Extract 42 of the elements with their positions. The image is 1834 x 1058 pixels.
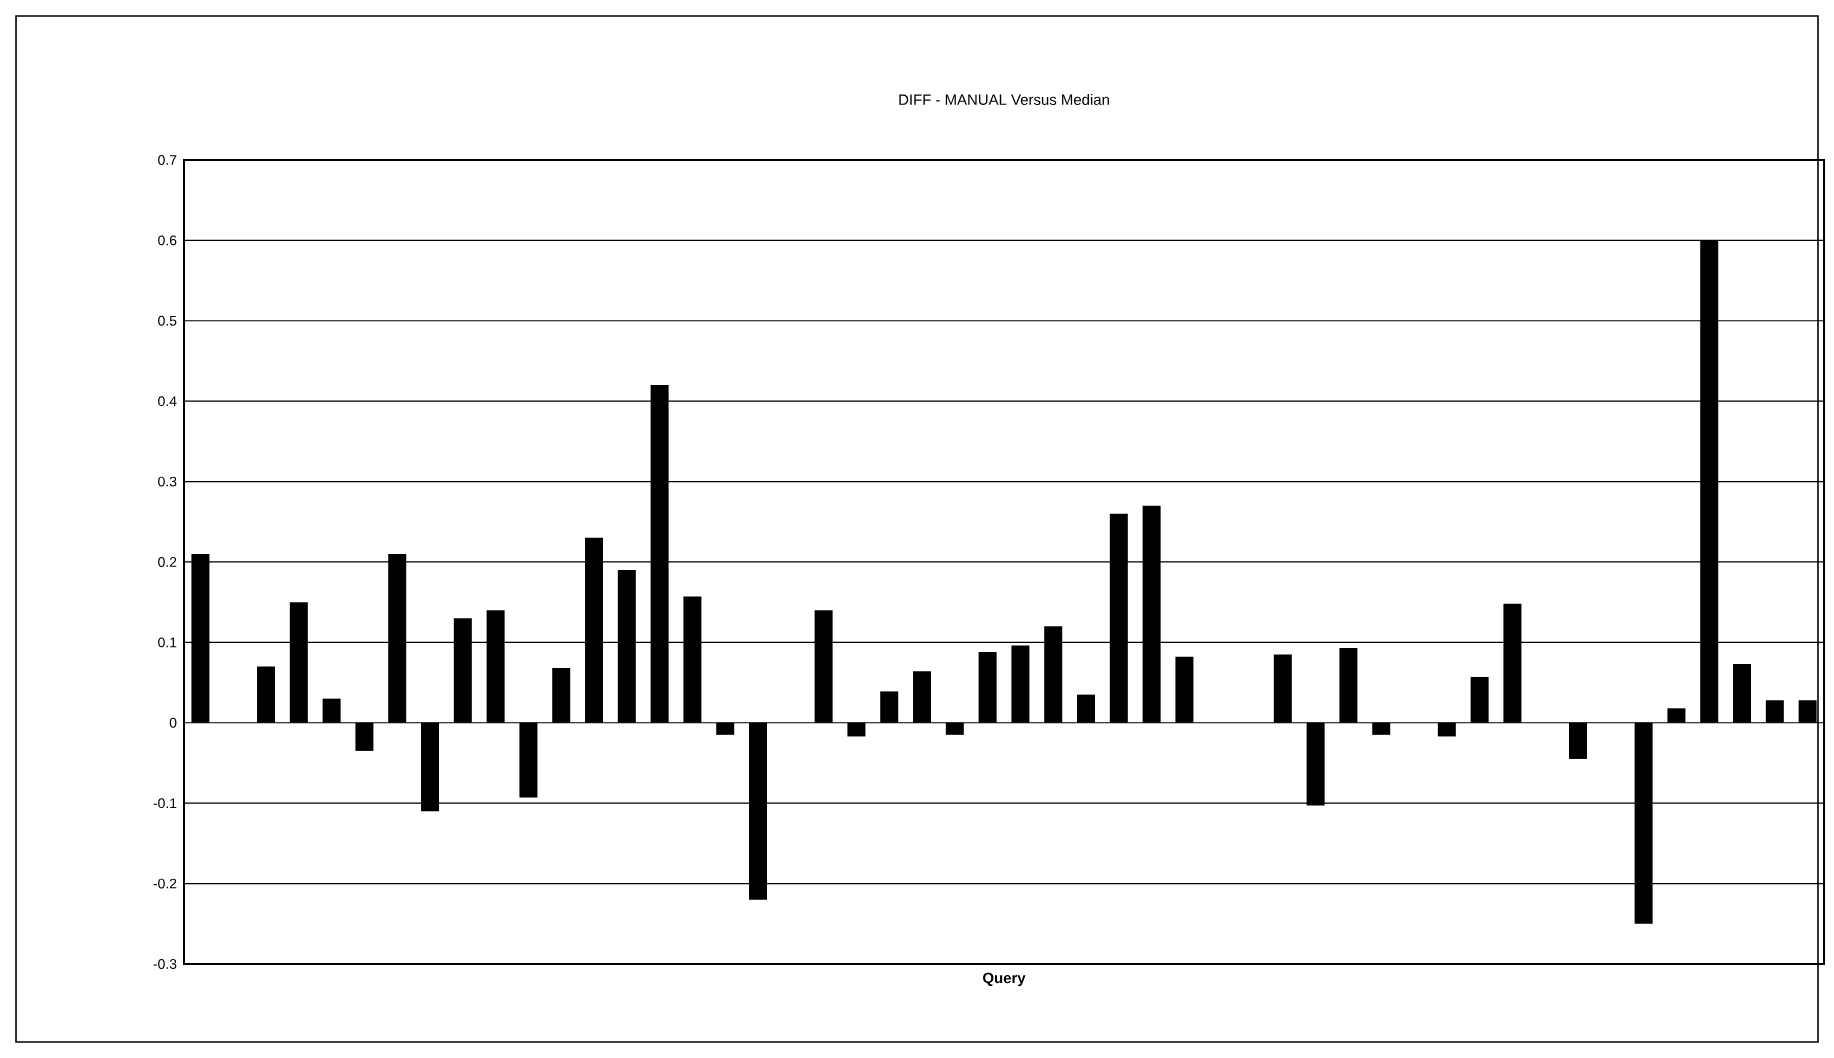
bar (716, 722, 735, 735)
bar (749, 722, 768, 900)
bar (519, 722, 538, 798)
bar (683, 596, 702, 723)
bar (814, 610, 833, 723)
bar (486, 610, 505, 723)
bar (650, 385, 669, 723)
bar (191, 553, 210, 723)
bar (1437, 722, 1456, 737)
bar (1569, 722, 1588, 759)
bar (322, 698, 341, 723)
bar (1765, 700, 1784, 723)
bar (1339, 648, 1358, 723)
bar (1142, 505, 1161, 723)
bar (945, 722, 964, 735)
bar (1470, 676, 1489, 723)
bar (1667, 708, 1686, 723)
bar (1372, 722, 1391, 735)
bar (1175, 656, 1194, 723)
bar (880, 691, 899, 723)
bar (913, 671, 932, 723)
bar (1733, 664, 1752, 723)
bar (847, 722, 866, 737)
bar (355, 722, 374, 751)
bar (978, 652, 997, 723)
bar (388, 553, 407, 723)
bar (1634, 722, 1653, 924)
bar (552, 668, 571, 723)
bar (289, 602, 308, 723)
bar (1044, 626, 1063, 723)
bar (1503, 603, 1522, 723)
bar (585, 537, 604, 723)
bar (617, 570, 636, 723)
bar (1306, 722, 1325, 806)
bar (1011, 645, 1030, 723)
bar (421, 722, 440, 812)
bar (1077, 694, 1096, 723)
bar (1700, 240, 1719, 723)
bar (1109, 513, 1128, 723)
bar (257, 666, 276, 723)
bar (1273, 654, 1292, 723)
bar (453, 618, 472, 723)
